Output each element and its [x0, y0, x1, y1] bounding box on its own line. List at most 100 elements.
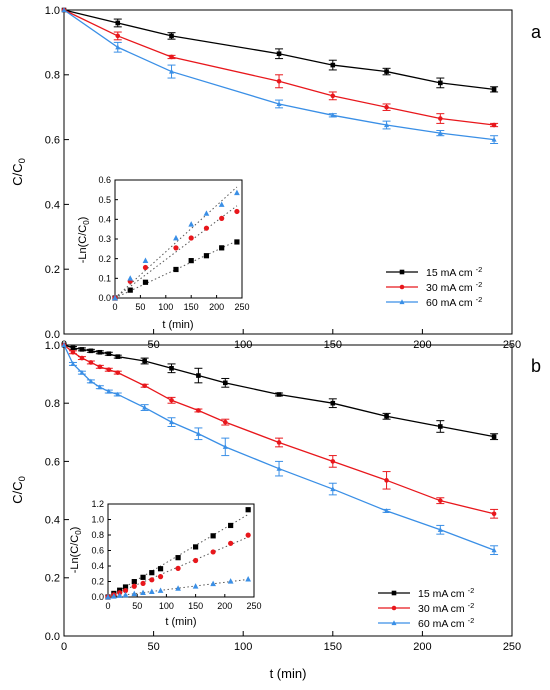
data-point	[110, 593, 117, 599]
data-point	[169, 397, 174, 403]
data-point	[491, 511, 497, 517]
a-y-tick-label: 0.6	[45, 134, 60, 146]
data-point	[245, 532, 251, 538]
series-line	[63, 9, 495, 91]
bi-x-tick-label: 0	[105, 601, 110, 611]
data-point	[122, 591, 129, 598]
panel-b-x-axis-label: t (min)	[270, 666, 307, 681]
data-point	[122, 587, 129, 594]
bi-y-tick-label: 0.0	[91, 592, 104, 602]
b-y-tick-label: 0.4	[45, 514, 60, 526]
data-point	[491, 434, 497, 439]
legend-label: 30 mA cm -2	[426, 280, 482, 294]
data-point	[97, 349, 103, 355]
data-point	[142, 264, 149, 271]
bi-y-tick-label: 0.4	[91, 561, 104, 571]
b-x-tick-label: 100	[234, 641, 252, 653]
data-point	[437, 527, 443, 532]
bi-x-tick-label: 200	[217, 601, 232, 611]
data-point	[168, 419, 175, 425]
data-point	[330, 486, 336, 492]
data-point	[88, 348, 94, 354]
legend-marker	[399, 299, 405, 305]
panel-b-label: b	[531, 356, 541, 376]
panel-a-y-axis-label: C/C0	[10, 158, 27, 186]
panel-a-legend: 15 mA cm -230 mA cm -260 mA cm -2	[386, 265, 482, 309]
data-point	[192, 583, 199, 589]
data-point	[438, 116, 443, 121]
ai-x-tick-label: 200	[209, 302, 224, 312]
data-point	[70, 345, 76, 351]
data-point	[276, 392, 282, 397]
data-point	[330, 112, 336, 118]
data-point	[149, 577, 155, 583]
data-point	[140, 580, 146, 587]
data-point	[210, 533, 216, 539]
series-line	[63, 344, 495, 551]
fit-line	[114, 205, 238, 299]
panel-a-inset-frame	[114, 179, 243, 299]
data-point	[203, 210, 210, 216]
data-point	[222, 419, 228, 425]
legend-marker	[391, 605, 397, 611]
data-point	[384, 69, 389, 74]
data-point	[88, 378, 94, 384]
series-line	[63, 9, 495, 126]
b-x-tick-label: 150	[324, 641, 342, 653]
b-x-tick-label: 0	[61, 641, 67, 653]
data-point	[70, 361, 76, 366]
b-y-tick-label: 0.2	[45, 573, 60, 585]
legend-label: 15 mA cm -2	[418, 586, 474, 600]
b-x-tick-label: 200	[413, 641, 431, 653]
ai-y-tick-label: 0.0	[98, 293, 111, 303]
legend-marker	[399, 269, 405, 275]
data-point	[227, 578, 234, 584]
a-y-tick-label: 0.0	[45, 329, 60, 341]
data-point	[276, 101, 282, 107]
data-point	[222, 380, 228, 386]
data-point	[234, 189, 240, 196]
data-point	[112, 294, 118, 301]
data-point	[491, 122, 497, 128]
data-point	[173, 245, 179, 251]
data-point	[384, 104, 389, 110]
data-point	[234, 208, 240, 215]
ai-x-tick-label: 100	[158, 302, 173, 312]
a-y-tick-label: 0.4	[45, 199, 60, 211]
data-point	[196, 408, 201, 413]
data-point	[88, 360, 94, 365]
data-point	[79, 369, 85, 375]
data-point	[219, 245, 225, 251]
data-point	[79, 347, 85, 352]
legend-marker	[391, 590, 397, 596]
ai-x-tick-label: 50	[135, 302, 145, 312]
series-line	[63, 344, 495, 438]
data-point	[173, 234, 179, 241]
b-x-tick-label: 50	[147, 641, 159, 653]
data-point	[106, 367, 112, 373]
legend-label: 60 mA cm -2	[418, 616, 474, 630]
data-point	[330, 62, 336, 68]
data-point	[438, 424, 443, 429]
panel-a-label: a	[531, 22, 542, 42]
panel-a-inset-y-label: -Ln(C/C0)	[77, 217, 91, 264]
data-point	[384, 478, 389, 483]
data-point	[116, 592, 123, 598]
a-y-tick-label: 0.2	[45, 264, 60, 276]
data-point	[131, 590, 138, 597]
data-point	[97, 384, 103, 390]
data-point	[175, 585, 181, 591]
bi-x-tick-label: 50	[132, 601, 142, 611]
data-point	[115, 391, 121, 397]
data-point	[142, 279, 149, 285]
series-line	[63, 344, 495, 515]
data-point	[169, 33, 174, 39]
legend-label: 30 mA cm -2	[418, 601, 474, 615]
ai-x-tick-label: 0	[112, 302, 117, 312]
data-point	[219, 215, 225, 221]
data-point	[276, 78, 282, 84]
panel-a-inset-x-label: t (min)	[162, 319, 193, 331]
data-point	[61, 342, 67, 348]
series-line	[63, 9, 495, 141]
data-point	[438, 498, 443, 503]
